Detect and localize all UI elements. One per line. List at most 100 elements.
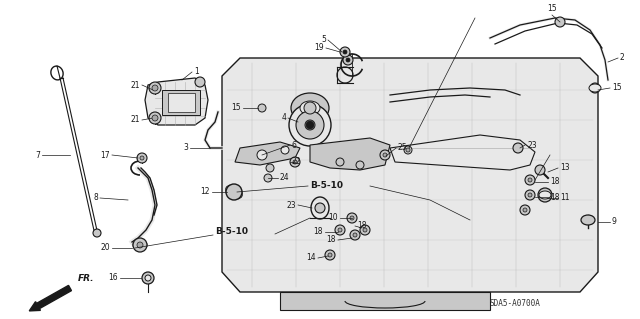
Text: 25: 25 bbox=[398, 144, 408, 152]
Circle shape bbox=[555, 17, 565, 27]
Text: 18: 18 bbox=[550, 192, 559, 202]
Circle shape bbox=[363, 228, 367, 232]
Ellipse shape bbox=[291, 93, 329, 123]
Circle shape bbox=[149, 82, 161, 94]
Text: 20: 20 bbox=[100, 243, 110, 253]
Circle shape bbox=[293, 160, 297, 164]
Circle shape bbox=[343, 55, 353, 65]
Text: 9: 9 bbox=[612, 218, 617, 226]
Circle shape bbox=[336, 158, 344, 166]
Polygon shape bbox=[310, 138, 390, 170]
Circle shape bbox=[525, 175, 535, 185]
Text: 8: 8 bbox=[93, 194, 98, 203]
Circle shape bbox=[140, 156, 144, 160]
Circle shape bbox=[525, 190, 535, 200]
Circle shape bbox=[142, 272, 154, 284]
Ellipse shape bbox=[539, 191, 551, 199]
Text: 10: 10 bbox=[328, 213, 338, 222]
Circle shape bbox=[338, 228, 342, 232]
Circle shape bbox=[137, 153, 147, 163]
Text: B-5-10: B-5-10 bbox=[310, 181, 343, 189]
Text: 3: 3 bbox=[183, 144, 188, 152]
Polygon shape bbox=[162, 90, 200, 115]
Circle shape bbox=[523, 208, 527, 212]
Circle shape bbox=[152, 85, 158, 91]
Circle shape bbox=[383, 153, 387, 157]
Circle shape bbox=[340, 47, 350, 57]
Text: 21: 21 bbox=[131, 115, 140, 124]
Polygon shape bbox=[222, 58, 598, 292]
Text: 13: 13 bbox=[560, 164, 570, 173]
Circle shape bbox=[356, 161, 364, 169]
Text: 23: 23 bbox=[286, 201, 296, 210]
Circle shape bbox=[538, 188, 552, 202]
Text: 21: 21 bbox=[131, 80, 140, 90]
Circle shape bbox=[226, 184, 242, 200]
Ellipse shape bbox=[581, 215, 595, 225]
Circle shape bbox=[346, 58, 350, 62]
Text: 4: 4 bbox=[281, 114, 286, 122]
Circle shape bbox=[404, 146, 412, 154]
Text: 18: 18 bbox=[326, 235, 336, 244]
Circle shape bbox=[149, 112, 161, 124]
Text: 22: 22 bbox=[292, 158, 301, 167]
Circle shape bbox=[343, 50, 347, 54]
Circle shape bbox=[258, 104, 266, 112]
Text: 15: 15 bbox=[547, 4, 557, 13]
Text: 5: 5 bbox=[321, 35, 326, 44]
Circle shape bbox=[145, 275, 151, 281]
Circle shape bbox=[133, 238, 147, 252]
Ellipse shape bbox=[305, 120, 315, 130]
Circle shape bbox=[257, 150, 267, 160]
Text: B-5-10: B-5-10 bbox=[215, 227, 248, 236]
Text: 15: 15 bbox=[612, 84, 621, 93]
Ellipse shape bbox=[296, 111, 324, 139]
Circle shape bbox=[304, 102, 316, 114]
Circle shape bbox=[350, 230, 360, 240]
Ellipse shape bbox=[589, 84, 601, 92]
Polygon shape bbox=[168, 93, 195, 112]
Text: 6: 6 bbox=[292, 140, 297, 150]
Circle shape bbox=[347, 213, 357, 223]
Ellipse shape bbox=[300, 101, 320, 115]
Circle shape bbox=[360, 225, 370, 235]
Text: 7: 7 bbox=[35, 151, 40, 160]
Text: 18: 18 bbox=[550, 177, 559, 187]
Circle shape bbox=[195, 77, 205, 87]
Text: FR.: FR. bbox=[78, 274, 95, 283]
Circle shape bbox=[93, 229, 101, 237]
Text: 14: 14 bbox=[307, 254, 316, 263]
Circle shape bbox=[290, 157, 300, 167]
Text: 18: 18 bbox=[357, 221, 367, 231]
Circle shape bbox=[528, 193, 532, 197]
Circle shape bbox=[325, 250, 335, 260]
Text: 16: 16 bbox=[108, 273, 118, 283]
Ellipse shape bbox=[289, 104, 331, 146]
Circle shape bbox=[335, 225, 345, 235]
Text: 1: 1 bbox=[194, 68, 199, 77]
Circle shape bbox=[520, 205, 530, 215]
Circle shape bbox=[264, 174, 272, 182]
Circle shape bbox=[535, 165, 545, 175]
Text: SDA5-A0700A: SDA5-A0700A bbox=[490, 299, 541, 308]
FancyArrow shape bbox=[29, 286, 72, 311]
Circle shape bbox=[152, 115, 158, 121]
Circle shape bbox=[528, 178, 532, 182]
Circle shape bbox=[137, 242, 143, 248]
Circle shape bbox=[513, 143, 523, 153]
Circle shape bbox=[406, 148, 410, 152]
Text: 19: 19 bbox=[314, 43, 324, 53]
Polygon shape bbox=[235, 142, 300, 165]
Circle shape bbox=[350, 216, 354, 220]
Circle shape bbox=[306, 121, 314, 129]
Circle shape bbox=[380, 150, 390, 160]
Text: 24: 24 bbox=[280, 174, 290, 182]
Circle shape bbox=[315, 203, 325, 213]
Text: 23: 23 bbox=[527, 140, 536, 150]
Polygon shape bbox=[280, 292, 490, 310]
Text: 2: 2 bbox=[620, 54, 625, 63]
Text: 15: 15 bbox=[232, 103, 241, 113]
Circle shape bbox=[328, 253, 332, 257]
Circle shape bbox=[353, 233, 357, 237]
Text: 11: 11 bbox=[560, 194, 570, 203]
